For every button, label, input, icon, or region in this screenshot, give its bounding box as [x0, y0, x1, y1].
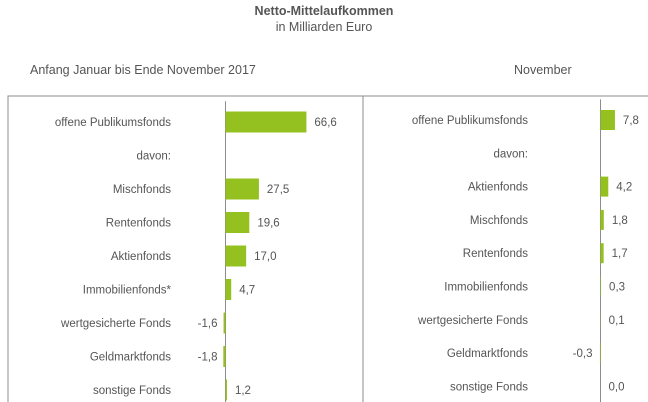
value-label-geldmarktfonds: -1,8	[198, 352, 218, 364]
category-label-geldmarktfonds: Geldmarktfonds	[90, 352, 171, 364]
panel-label-november: November	[514, 63, 572, 77]
category-label-immobilienfonds: Immobilienfonds*	[83, 285, 172, 297]
value-label-offene-publikumsfonds: 66,6	[314, 117, 336, 129]
category-label-immobilienfonds: Immobilienfonds	[444, 282, 528, 294]
category-label-mischfonds: Mischfonds	[113, 184, 171, 196]
bar-aktienfonds	[600, 176, 609, 197]
value-label-immobilienfonds: 0,3	[609, 282, 625, 294]
category-label-aktienfonds: Aktienfonds	[468, 182, 528, 194]
category-label-rentenfonds: Rentenfonds	[106, 218, 171, 230]
category-label-aktienfonds: Aktienfonds	[111, 251, 171, 263]
bar-geldmarktfonds	[599, 343, 601, 364]
bar-immobilienfonds	[225, 279, 232, 300]
value-label-wertgesicherte-fonds: -1,6	[198, 318, 218, 330]
value-label-sonstige-fonds: 1,2	[235, 385, 251, 397]
value-label-rentenfonds: 19,6	[257, 218, 279, 230]
panel-frame-ytd	[7, 95, 364, 402]
value-label-sonstige-fonds: 0,0	[609, 381, 625, 393]
bar-wertgesicherte-fonds	[223, 312, 226, 334]
value-label-wertgesicherte-fonds: 0,1	[609, 315, 625, 327]
category-label-sonstige-fonds: sonstige Fonds	[450, 381, 528, 393]
chart-title: Netto-Mittelaufkommen	[254, 4, 394, 18]
category-label-offene-publikumsfonds: offene Publikumsfonds	[55, 117, 171, 129]
bar-geldmarktfonds	[223, 346, 226, 367]
value-label-offene-publikumsfonds: 7,8	[623, 115, 639, 127]
category-label-offene-publikumsfonds: offene Publikumsfonds	[412, 115, 528, 127]
value-label-mischfonds: 1,8	[612, 215, 628, 227]
value-label-rentenfonds: 1,7	[612, 248, 628, 260]
bar-rentenfonds	[225, 212, 250, 233]
category-label-davon: davon:	[493, 148, 528, 160]
category-label-rentenfonds: Rentenfonds	[463, 248, 528, 260]
bar-immobilienfonds	[600, 276, 602, 297]
category-label-davon: davon:	[136, 151, 171, 163]
value-label-aktienfonds: 17,0	[254, 251, 276, 263]
category-label-mischfonds: Mischfonds	[470, 215, 528, 227]
category-label-sonstige-fonds: sonstige Fonds	[93, 385, 171, 397]
chart-subtitle: in Milliarden Euro	[275, 20, 373, 34]
value-label-immobilienfonds: 4,7	[239, 285, 255, 297]
bar-mischfonds	[225, 178, 259, 200]
bar-aktienfonds	[225, 245, 247, 267]
category-label-wertgesicherte-fonds: wertgesicherte Fonds	[60, 318, 171, 330]
value-label-mischfonds: 27,5	[267, 184, 289, 196]
category-label-wertgesicherte-fonds: wertgesicherte Fonds	[417, 315, 528, 327]
bar-mischfonds	[600, 209, 604, 230]
bar-rentenfonds	[600, 243, 604, 264]
value-label-aktienfonds: 4,2	[616, 182, 632, 194]
bar-sonstige-fonds	[225, 379, 227, 401]
category-label-geldmarktfonds: Geldmarktfonds	[447, 348, 528, 360]
bar-offene-publikumsfonds	[600, 110, 615, 130]
value-label-geldmarktfonds: -0,3	[573, 348, 593, 360]
panel-label-ytd: Anfang Januar bis Ende November 2017	[30, 63, 256, 77]
bar-offene-publikumsfonds	[225, 111, 307, 133]
